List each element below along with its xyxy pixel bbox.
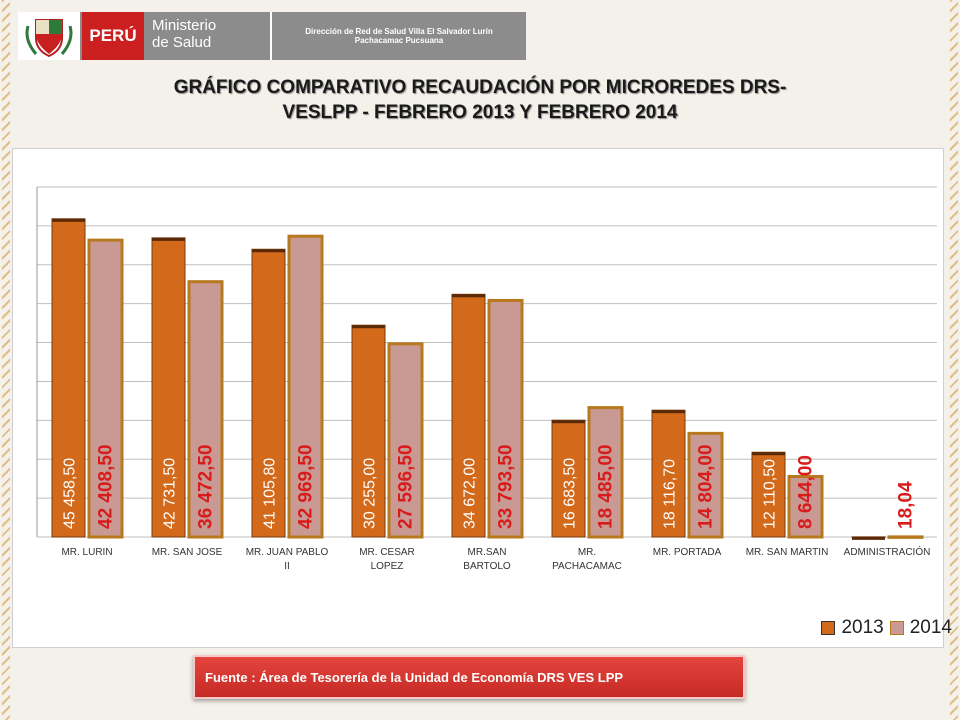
chart-title-line2: VESLPP - FEBRERO 2013 Y FEBRERO 2014 bbox=[282, 102, 678, 123]
category-label: LOPEZ bbox=[371, 561, 404, 572]
data-label-2013: 18 116,70 bbox=[662, 459, 679, 529]
category-label: ADMINISTRACIÓN bbox=[844, 545, 931, 558]
bar-2014 bbox=[387, 342, 424, 539]
bar-2013-top bbox=[552, 420, 585, 424]
bar-chart: 45 458,50 42 408,50 MR. LURIN 42 731,50 36 4… bbox=[36, 186, 937, 572]
category-label: MR. JUAN PABLO bbox=[246, 547, 329, 558]
data-label-2014: 18,04 bbox=[896, 481, 917, 529]
peru-logo: PERÚ bbox=[82, 12, 144, 60]
legend-label-2014: 2014 bbox=[909, 617, 952, 638]
bar-2013 bbox=[651, 409, 686, 538]
data-label-2013: 12 110,50 bbox=[762, 459, 779, 529]
ministry-header: PERÚ Ministerio de Salud Dirección de Re… bbox=[18, 12, 526, 60]
bar-2013-top bbox=[252, 249, 285, 253]
bar-2014 bbox=[687, 431, 724, 539]
category-label: MR. SAN MARTIN bbox=[746, 547, 829, 558]
ministerio-line1: Ministerio bbox=[152, 17, 217, 34]
legend-swatch-2013 bbox=[821, 621, 836, 635]
peru-coat-of-arms-icon bbox=[18, 12, 80, 60]
ministerio-line2: de Salud bbox=[152, 34, 212, 51]
decorative-stripe-left bbox=[2, 0, 10, 720]
bar-2013-top bbox=[852, 536, 885, 540]
data-label-2013: 34 672,00 bbox=[462, 458, 479, 529]
bar-2014 bbox=[587, 406, 624, 539]
bar-2013-top bbox=[452, 294, 485, 298]
data-label-2014: 33 793,50 bbox=[496, 444, 517, 529]
bar-2014 bbox=[787, 474, 824, 539]
bar-2013-top bbox=[652, 410, 685, 414]
data-label-2014: 8 644,00 bbox=[796, 455, 817, 529]
data-label-2014: 14 804,00 bbox=[696, 444, 717, 529]
bar-2014 bbox=[87, 238, 124, 539]
bar-2014 bbox=[287, 234, 324, 539]
bar-2013 bbox=[551, 419, 586, 538]
category-label: MR. CESAR bbox=[359, 547, 415, 558]
chart-title-line1: GRÁFICO COMPARATIVO RECAUDACIÓN POR MICR… bbox=[173, 77, 787, 98]
data-label-2014: 42 408,50 bbox=[96, 444, 117, 529]
bar-2014 bbox=[487, 298, 524, 539]
bar-2013-top bbox=[52, 218, 85, 222]
legend-label-2013: 2013 bbox=[841, 617, 884, 638]
category-label: MR.SAN bbox=[468, 547, 507, 558]
category-label: BARTOLO bbox=[463, 561, 511, 572]
bar-2013-top bbox=[152, 237, 185, 241]
bar-2013 bbox=[751, 451, 786, 538]
chart-area: 45 458,50 42 408,50 MR. LURIN 42 731,50 36 4… bbox=[12, 148, 944, 648]
category-label: MR. PORTADA bbox=[653, 547, 722, 558]
chart-title: GRÁFICO COMPARATIVO RECAUDACIÓN POR MICR… bbox=[40, 75, 920, 125]
category-label: MR. bbox=[578, 547, 596, 558]
bar-2013 bbox=[451, 293, 486, 538]
category-label: MR. LURIN bbox=[61, 547, 112, 558]
source-note: Fuente : Área de Tesorería de la Unidad … bbox=[193, 655, 745, 699]
bar-2013-top bbox=[752, 452, 785, 456]
data-label-2013: 41 105,80 bbox=[262, 458, 279, 529]
data-label-2014: 36 472,50 bbox=[196, 444, 217, 529]
data-label-2013: 30 255,00 bbox=[362, 458, 379, 529]
bar-2013-top bbox=[352, 325, 385, 329]
bar-2013 bbox=[51, 218, 86, 538]
category-label: PACHACAMAC bbox=[552, 561, 622, 572]
bar-2014 bbox=[187, 280, 224, 539]
data-label-2014: 18 485,00 bbox=[596, 444, 617, 529]
data-label-2014: 42 969,50 bbox=[296, 444, 317, 529]
bar-2013 bbox=[151, 237, 186, 538]
legend-swatch-2014 bbox=[889, 621, 904, 635]
decorative-stripe-right bbox=[950, 0, 958, 720]
data-label-2013: 45 458,50 bbox=[62, 458, 79, 529]
direccion-label: Dirección de Red de Salud Villa El Salva… bbox=[270, 12, 526, 60]
bar-2013 bbox=[251, 248, 286, 538]
chart-legend: 2013 2014 bbox=[821, 617, 952, 639]
category-label: II bbox=[284, 561, 290, 572]
data-label-2013: 19,25 bbox=[862, 489, 879, 529]
bar-2014 bbox=[887, 535, 924, 539]
ministerio-logo-text: Ministerio de Salud bbox=[152, 17, 262, 51]
data-label-2013: 16 683,50 bbox=[562, 458, 579, 529]
data-label-2013: 42 731,50 bbox=[162, 458, 179, 529]
category-label: MR. SAN JOSE bbox=[152, 547, 223, 558]
data-label-2014: 27 596,50 bbox=[396, 444, 417, 529]
